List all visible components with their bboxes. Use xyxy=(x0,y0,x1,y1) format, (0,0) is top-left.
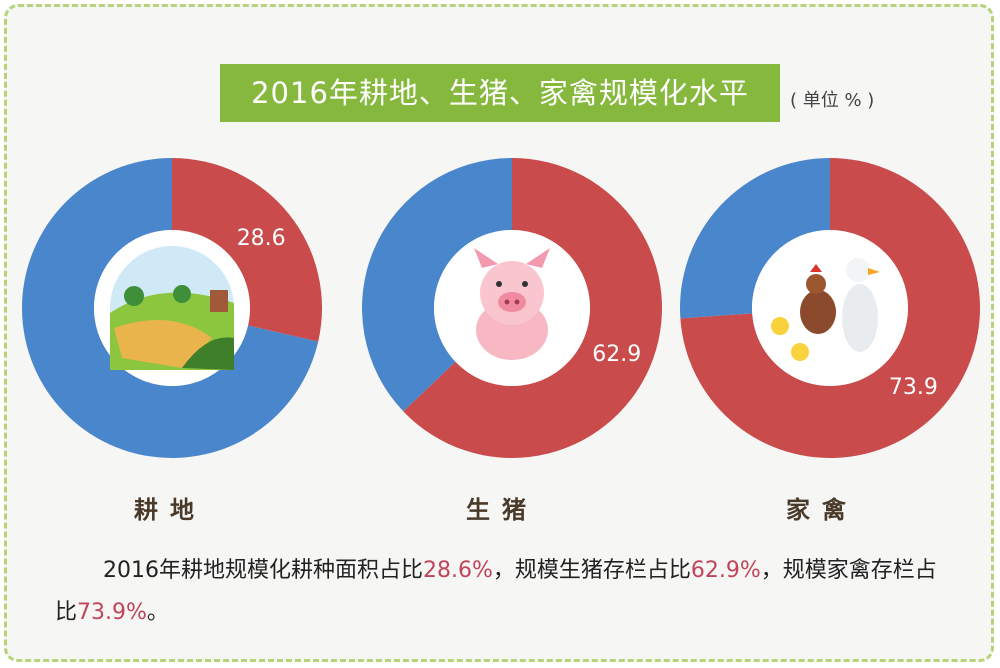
caption-text-3: ，规模家禽存栏占比 xyxy=(55,558,937,625)
donut-poultry: 73.9 xyxy=(680,158,981,459)
category-label-farmland: 耕地 xyxy=(134,496,206,524)
caption-value-farmland: 28.6% xyxy=(423,558,493,583)
caption-value-pig: 62.9% xyxy=(690,558,761,583)
value-label-pig: 62.9 xyxy=(592,342,641,367)
category-label-pig: 生猪 xyxy=(466,496,538,524)
slice-other-poultry xyxy=(680,158,830,319)
unit-label: ( 单位 % ) xyxy=(790,90,875,111)
slice-other-pig xyxy=(362,158,512,412)
slice-scale-pig xyxy=(403,158,662,459)
pig-icon xyxy=(474,248,550,360)
slice-scale-poultry xyxy=(680,158,981,459)
chart-title: 2016年耕地、生猪、家禽规模化水平 xyxy=(220,64,780,122)
caption-text-1: 2016年耕地规模化耕种面积占比 xyxy=(103,558,423,583)
caption-text-2: ，规模生猪存栏占比 xyxy=(492,558,691,583)
caption-value-poultry: 73.9% xyxy=(77,600,147,625)
value-label-poultry: 73.9 xyxy=(889,375,938,400)
donut-farmland: 28.6 xyxy=(21,158,322,458)
donut-pig: 62.9 xyxy=(362,158,662,459)
summary-caption: 2016年耕地规模化耕种面积占比28.6%，规模生猪存栏占比62.9%，规模家禽… xyxy=(55,550,955,634)
farmland-icon xyxy=(110,246,234,370)
slice-other-farmland xyxy=(21,158,319,458)
value-label-farmland: 28.6 xyxy=(237,226,286,251)
slice-scale-farmland xyxy=(172,158,322,342)
caption-text-4: 。 xyxy=(146,600,169,625)
poultry-icon xyxy=(771,258,880,361)
category-label-poultry: 家禽 xyxy=(786,496,858,524)
